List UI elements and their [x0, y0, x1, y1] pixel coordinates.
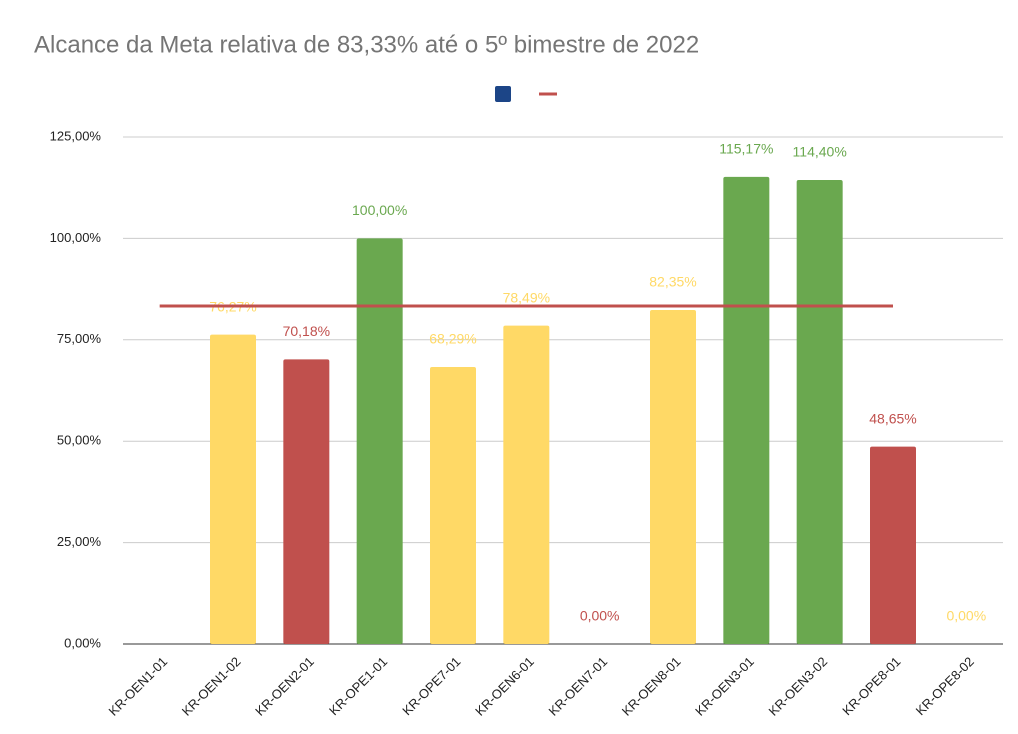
y-tick-label: 0,00% [64, 635, 101, 650]
value-label: 48,65% [869, 410, 916, 426]
y-tick-label: 50,00% [57, 433, 102, 448]
value-label: 82,35% [649, 274, 696, 290]
y-tick-label: 25,00% [57, 534, 102, 549]
bar [796, 179, 843, 645]
bar [503, 325, 550, 644]
value-label: 68,29% [429, 331, 476, 347]
bar [430, 367, 476, 644]
value-label: 115,17% [719, 141, 773, 157]
value-label: 114,40% [793, 144, 847, 160]
bar [210, 334, 256, 644]
value-label: 100,00% [352, 202, 407, 218]
y-tick-label: 100,00% [50, 230, 102, 245]
bar [870, 446, 916, 644]
value-label: 70,18% [283, 323, 330, 339]
y-tick-label: 75,00% [57, 331, 102, 346]
y-tick-label: 125,00% [50, 128, 102, 143]
value-label: 0,00% [946, 608, 986, 624]
bar [650, 309, 696, 644]
legend-swatch [495, 86, 511, 102]
bar [356, 238, 403, 644]
value-label: 78,49% [503, 289, 550, 305]
bar [723, 176, 770, 644]
bar [283, 359, 330, 644]
chart-title: Alcance da Meta relativa de 83,33% até o… [34, 31, 699, 58]
value-label: 0,00% [580, 608, 620, 624]
